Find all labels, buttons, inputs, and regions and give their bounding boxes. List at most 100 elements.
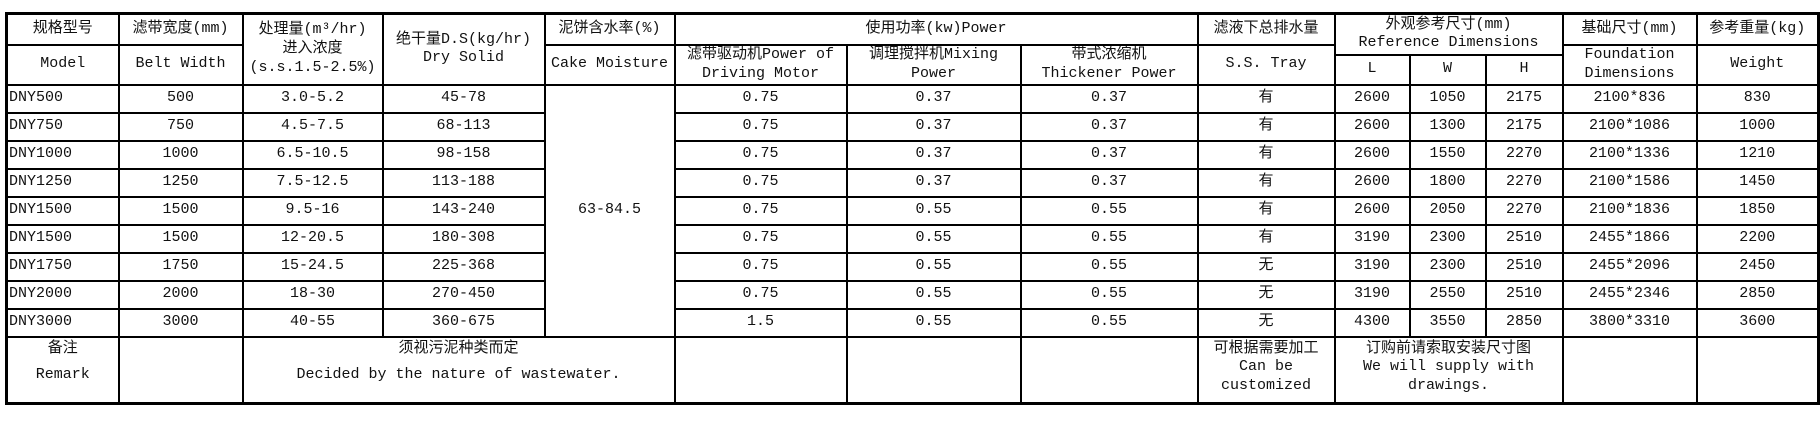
- remark-sludge: 须视污泥种类而定 Decided by the nature of wastew…: [241, 335, 676, 404]
- cell-dry: 143-240: [381, 195, 546, 226]
- cell-dry: 113-188: [381, 167, 546, 198]
- cell-capacity: 9.5-16: [241, 195, 384, 226]
- cell-L: 3190: [1333, 279, 1411, 310]
- remark-drawing-cn: 订购前请索取安装尺寸图: [1366, 339, 1532, 357]
- cell-H: 2850: [1484, 307, 1564, 338]
- cell-found: 2455*2346: [1561, 279, 1698, 310]
- header-capacity-cn: 处理量(m³/hr): [258, 21, 367, 39]
- cell-L: 2600: [1333, 111, 1411, 142]
- cell-model: DNY1250: [5, 167, 120, 198]
- cell-drive: 0.75: [673, 279, 848, 310]
- remark-label: 备注 Remark: [5, 335, 120, 404]
- cell-dry: 68-113: [381, 111, 546, 142]
- header-H: H: [1484, 53, 1564, 86]
- header-capacity: 处理量(m³/hr) 进入浓度 (s.s.1.5-2.5%): [241, 12, 384, 86]
- cell-H: 2175: [1484, 111, 1564, 142]
- cell-dry: 180-308: [381, 223, 546, 254]
- header-power-thickener: 带式浓缩机 Thickener Power: [1019, 44, 1199, 86]
- specification-table: 规格型号 滤带宽度(mm) 处理量(m³/hr) 进入浓度 (s.s.1.5-2…: [5, 12, 1820, 405]
- header-model-en: Model: [5, 44, 120, 86]
- cell-H: 2510: [1484, 279, 1564, 310]
- cell-weight: 830: [1695, 83, 1820, 114]
- header-capacity-en: (s.s.1.5-2.5%): [249, 58, 376, 76]
- remark-custom-cn: 可根据需要加工: [1213, 339, 1319, 357]
- table-row: DNY750 750 4.5-7.5 68-113 0.75 0.37 0.37 有 2600 1…: [5, 111, 1820, 142]
- cell-H: 2175: [1484, 83, 1564, 114]
- cell-capacity: 4.5-7.5: [241, 111, 384, 142]
- cell-L: 2600: [1333, 83, 1411, 114]
- header-belt-cn: 滤带宽度(mm): [117, 12, 244, 46]
- cell-capacity: 40-55: [241, 307, 384, 338]
- cell-L: 2600: [1333, 195, 1411, 226]
- cell-dry: 360-675: [381, 307, 546, 338]
- header-dry-solid: 绝干量D.S(kg/hr) Dry Solid: [381, 12, 546, 86]
- cell-capacity: 6.5-10.5: [241, 139, 384, 170]
- cell-belt: 1500: [117, 195, 244, 226]
- cell-tray: 有: [1196, 195, 1336, 226]
- cell-L: 4300: [1333, 307, 1411, 338]
- cell-found: 2100*1336: [1561, 139, 1698, 170]
- cell-model: DNY3000: [5, 307, 120, 338]
- remark-sludge-en: Decided by the nature of wastewater.: [296, 366, 621, 384]
- cell-dry: 45-78: [381, 83, 546, 114]
- cell-thick: 0.55: [1019, 251, 1199, 282]
- cell-weight: 1850: [1695, 195, 1820, 226]
- cell-drive: 0.75: [673, 223, 848, 254]
- cell-thick: 0.55: [1019, 195, 1199, 226]
- table-row: DNY1500 1500 9.5-16 143-240 0.75 0.55 0.55 有 260…: [5, 195, 1820, 226]
- cell-thick: 0.55: [1019, 279, 1199, 310]
- remark-drawing-en: We will supply with drawings.: [1363, 358, 1535, 394]
- header-power-mixing: 调理搅拌机Mixing Power: [845, 44, 1022, 86]
- cell-L: 2600: [1333, 167, 1411, 198]
- cell-found: 2100*836: [1561, 83, 1698, 114]
- cell-H: 2270: [1484, 139, 1564, 170]
- remark-empty: [1695, 335, 1820, 404]
- header-power: 使用功率(kw)Power: [673, 12, 1199, 46]
- cell-model: DNY1750: [5, 251, 120, 282]
- cell-model: DNY1500: [5, 195, 120, 226]
- cell-W: 1050: [1408, 83, 1487, 114]
- cell-thick: 0.37: [1019, 111, 1199, 142]
- cell-thick: 0.55: [1019, 223, 1199, 254]
- cell-tray: 无: [1196, 251, 1336, 282]
- cell-thick: 0.37: [1019, 167, 1199, 198]
- cell-model: DNY2000: [5, 279, 120, 310]
- cell-capacity: 3.0-5.2: [241, 83, 384, 114]
- cell-mixing: 0.55: [845, 195, 1022, 226]
- cell-found: 3800*3310: [1561, 307, 1698, 338]
- cell-belt: 3000: [117, 307, 244, 338]
- cell-tray: 有: [1196, 167, 1336, 198]
- cell-model: DNY500: [5, 83, 120, 114]
- cell-H: 2510: [1484, 251, 1564, 282]
- cell-belt: 500: [117, 83, 244, 114]
- header-tray-en: S.S. Tray: [1196, 44, 1336, 86]
- cell-L: 3190: [1333, 223, 1411, 254]
- table-row: DNY2000 2000 18-30 270-450 0.75 0.55 0.55 无 3190…: [5, 279, 1820, 310]
- cell-thick: 0.37: [1019, 83, 1199, 114]
- cell-belt: 2000: [117, 279, 244, 310]
- cell-weight: 2200: [1695, 223, 1820, 254]
- header-thick-en: Thickener Power: [1041, 64, 1177, 82]
- cell-drive: 0.75: [673, 139, 848, 170]
- remark-label-en: Remark: [35, 366, 90, 384]
- table-row: DNY1750 1750 15-24.5 225-368 0.75 0.55 0.55 无 31…: [5, 251, 1820, 282]
- header-moisture-cn: 泥饼含水率(%): [543, 12, 676, 46]
- cell-cake-moisture: 63-84.5: [543, 83, 676, 338]
- cell-H: 2270: [1484, 167, 1564, 198]
- cell-W: 2550: [1408, 279, 1487, 310]
- cell-L: 3190: [1333, 251, 1411, 282]
- header-foundation-en: Foundation Dimensions: [1561, 44, 1698, 86]
- table-row: DNY1250 1250 7.5-12.5 113-188 0.75 0.37 0.37 有 2…: [5, 167, 1820, 198]
- header-L: L: [1333, 53, 1411, 86]
- header-tray-cn: 滤液下总排水量: [1196, 12, 1336, 46]
- cell-mixing: 0.55: [845, 223, 1022, 254]
- cell-drive: 0.75: [673, 195, 848, 226]
- cell-weight: 2850: [1695, 279, 1820, 310]
- table-row: DNY3000 3000 40-55 360-675 1.5 0.55 0.55 无 4300 3…: [5, 307, 1820, 338]
- header-dry-cn: 绝干量D.S(kg/hr): [395, 30, 531, 48]
- cell-drive: 0.75: [673, 167, 848, 198]
- cell-drive: 1.5: [673, 307, 848, 338]
- header-ref-en: Reference Dimensions: [1358, 34, 1539, 52]
- cell-W: 2300: [1408, 251, 1487, 282]
- cell-tray: 有: [1196, 139, 1336, 170]
